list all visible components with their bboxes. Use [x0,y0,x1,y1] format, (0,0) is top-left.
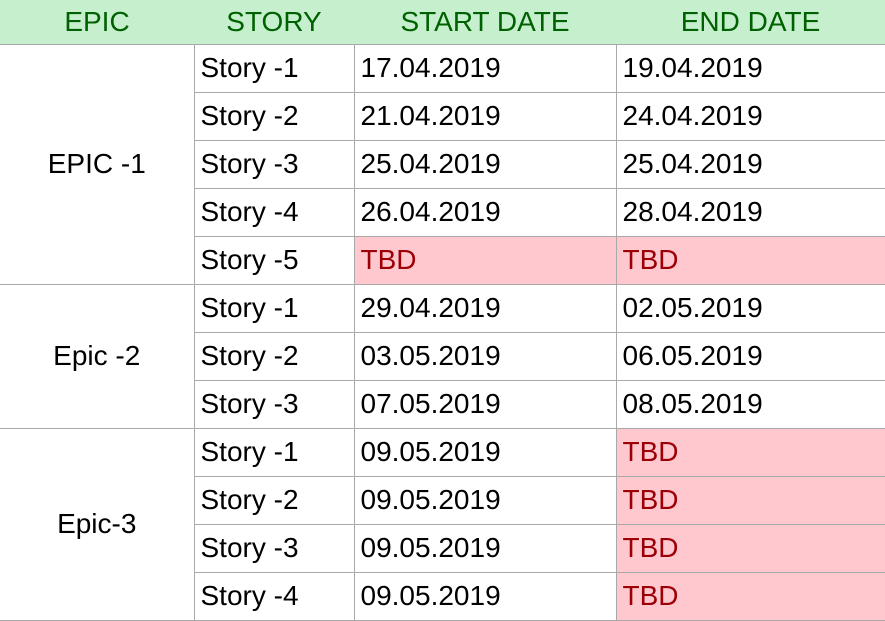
header-end-date: END DATE [616,0,885,45]
header-epic: EPIC [0,0,194,45]
epic-cell: Epic-3 [0,427,195,621]
start-date-cell: 25.04.2019 [353,139,617,189]
end-date-cell: 28.04.2019 [615,187,885,237]
epic-cell: EPIC -1 [0,43,195,285]
start-date-cell: 29.04.2019 [353,283,617,333]
story-cell: Story -4 [193,187,355,237]
table-row: Story -4 09.05.2019 TBD [0,571,885,621]
start-date-cell: 09.05.2019 [353,571,617,621]
table-row: Story -2 03.05.2019 06.05.2019 [0,331,885,381]
story-cell: Story -3 [193,139,355,189]
story-cell: Story -5 [193,235,355,285]
start-date-cell: 07.05.2019 [353,379,617,429]
start-date-cell: 03.05.2019 [353,331,617,381]
start-date-cell: 09.05.2019 [353,475,617,525]
story-cell: Story -2 [193,331,355,381]
story-cell: Story -2 [193,91,355,141]
story-cell: Story -4 [193,571,355,621]
start-date-cell: 09.05.2019 [353,523,617,573]
header-row: EPIC STORY START DATE END DATE [0,0,885,45]
table-row: Story -4 26.04.2019 28.04.2019 [0,187,885,237]
table-row: EPIC -1 Story -1 17.04.2019 19.04.2019 [0,43,885,285]
end-date-cell: TBD [615,523,885,573]
end-date-cell: 24.04.2019 [615,91,885,141]
table-row: Story -5 TBD TBD [0,235,885,285]
end-date-cell: TBD [615,235,885,285]
story-cell: Story -1 [193,43,355,93]
table-row: Story -2 09.05.2019 TBD [0,475,885,525]
end-date-cell: TBD [615,475,885,525]
header-story: STORY [194,0,354,45]
end-date-cell: 06.05.2019 [615,331,885,381]
table-body: EPIC -1 Story -1 17.04.2019 19.04.2019 S… [0,43,885,621]
header-start-date: START DATE [354,0,616,45]
table-row: Story -3 07.05.2019 08.05.2019 [0,379,885,429]
start-date-cell: 09.05.2019 [353,427,617,477]
story-cell: Story -1 [193,427,355,477]
start-date-cell: 17.04.2019 [353,43,617,93]
end-date-cell: 08.05.2019 [615,379,885,429]
end-date-cell: 19.04.2019 [615,43,885,93]
table-row: Story -2 21.04.2019 24.04.2019 [0,91,885,141]
epic-cell: Epic -2 [0,283,195,429]
story-cell: Story -3 [193,379,355,429]
table-row: Story -3 25.04.2019 25.04.2019 [0,139,885,189]
start-date-cell: 21.04.2019 [353,91,617,141]
table-row: Epic -2 Story -1 29.04.2019 02.05.2019 [0,283,885,429]
start-date-cell: 26.04.2019 [353,187,617,237]
end-date-cell: TBD [615,427,885,477]
start-date-cell: TBD [353,235,617,285]
story-cell: Story -3 [193,523,355,573]
end-date-cell: 25.04.2019 [615,139,885,189]
end-date-cell: TBD [615,571,885,621]
story-cell: Story -2 [193,475,355,525]
table-row: Epic-3 Story -1 09.05.2019 TBD [0,427,885,621]
end-date-cell: 02.05.2019 [615,283,885,333]
story-cell: Story -1 [193,283,355,333]
